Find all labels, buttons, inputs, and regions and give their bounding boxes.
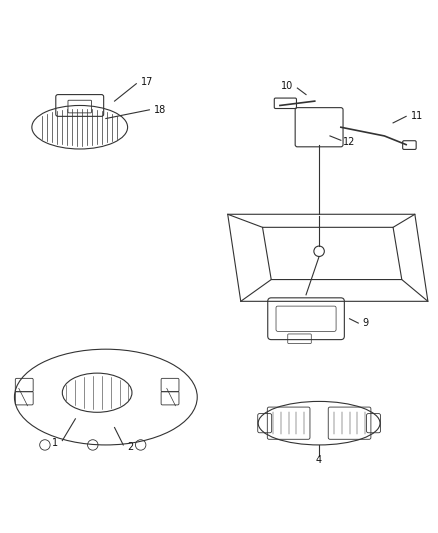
Text: 18: 18	[154, 105, 166, 115]
Text: 4: 4	[316, 455, 322, 465]
Text: 11: 11	[410, 111, 423, 122]
Text: 10: 10	[281, 81, 293, 91]
Text: 2: 2	[127, 442, 134, 452]
Text: 1: 1	[52, 438, 58, 448]
Text: 17: 17	[141, 77, 153, 87]
Text: 12: 12	[343, 138, 355, 148]
Text: 9: 9	[363, 318, 369, 328]
